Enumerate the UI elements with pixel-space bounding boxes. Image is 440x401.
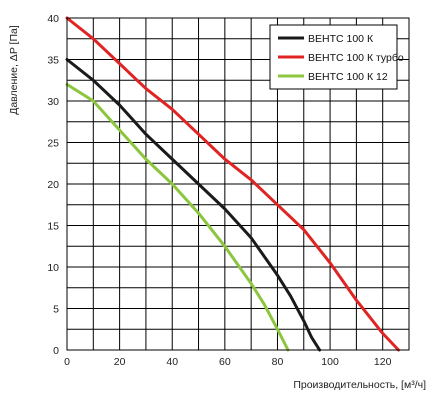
y-axis-ticks: 0 5 10 15 20 25 30 35 40 [47, 13, 59, 357]
x-tick-label: 0 [64, 356, 70, 368]
legend-label: ВЕНТС 100 К 12 [308, 71, 388, 83]
y-tick-label: 20 [47, 179, 59, 191]
x-tick-label: 40 [166, 356, 178, 368]
y-tick-label: 40 [47, 13, 59, 25]
x-tick-label: 80 [272, 356, 284, 368]
x-axis-ticks: 0 20 40 60 80 100 120 [64, 356, 392, 368]
x-tick-label: 60 [219, 356, 231, 368]
legend-label: ВЕНТС 100 К турбо [308, 52, 404, 64]
y-tick-label: 25 [47, 138, 59, 150]
x-tick-label: 100 [321, 356, 339, 368]
series-line [65, 82, 290, 352]
x-tick-label: 20 [114, 356, 126, 368]
plot-frame [66, 17, 410, 351]
y-tick-label: 15 [47, 221, 59, 233]
y-tick-label: 10 [47, 262, 59, 274]
y-axis-label: Давление, ΔP [Па] [8, 25, 20, 115]
y-tick-label: 0 [53, 345, 59, 357]
legend: ВЕНТС 100 К ВЕНТС 100 К турбо ВЕНТС 100 К … [269, 24, 404, 90]
series-line [65, 58, 322, 352]
x-axis-label: Производительность, [м³/ч] [293, 379, 426, 391]
y-tick-label: 30 [47, 96, 59, 108]
curves [65, 16, 400, 352]
series-line [65, 16, 400, 352]
x-tick-label: 120 [374, 356, 392, 368]
y-tick-label: 5 [53, 304, 59, 316]
legend-label: ВЕНТС 100 К [308, 33, 374, 45]
y-tick-label: 35 [47, 55, 59, 67]
